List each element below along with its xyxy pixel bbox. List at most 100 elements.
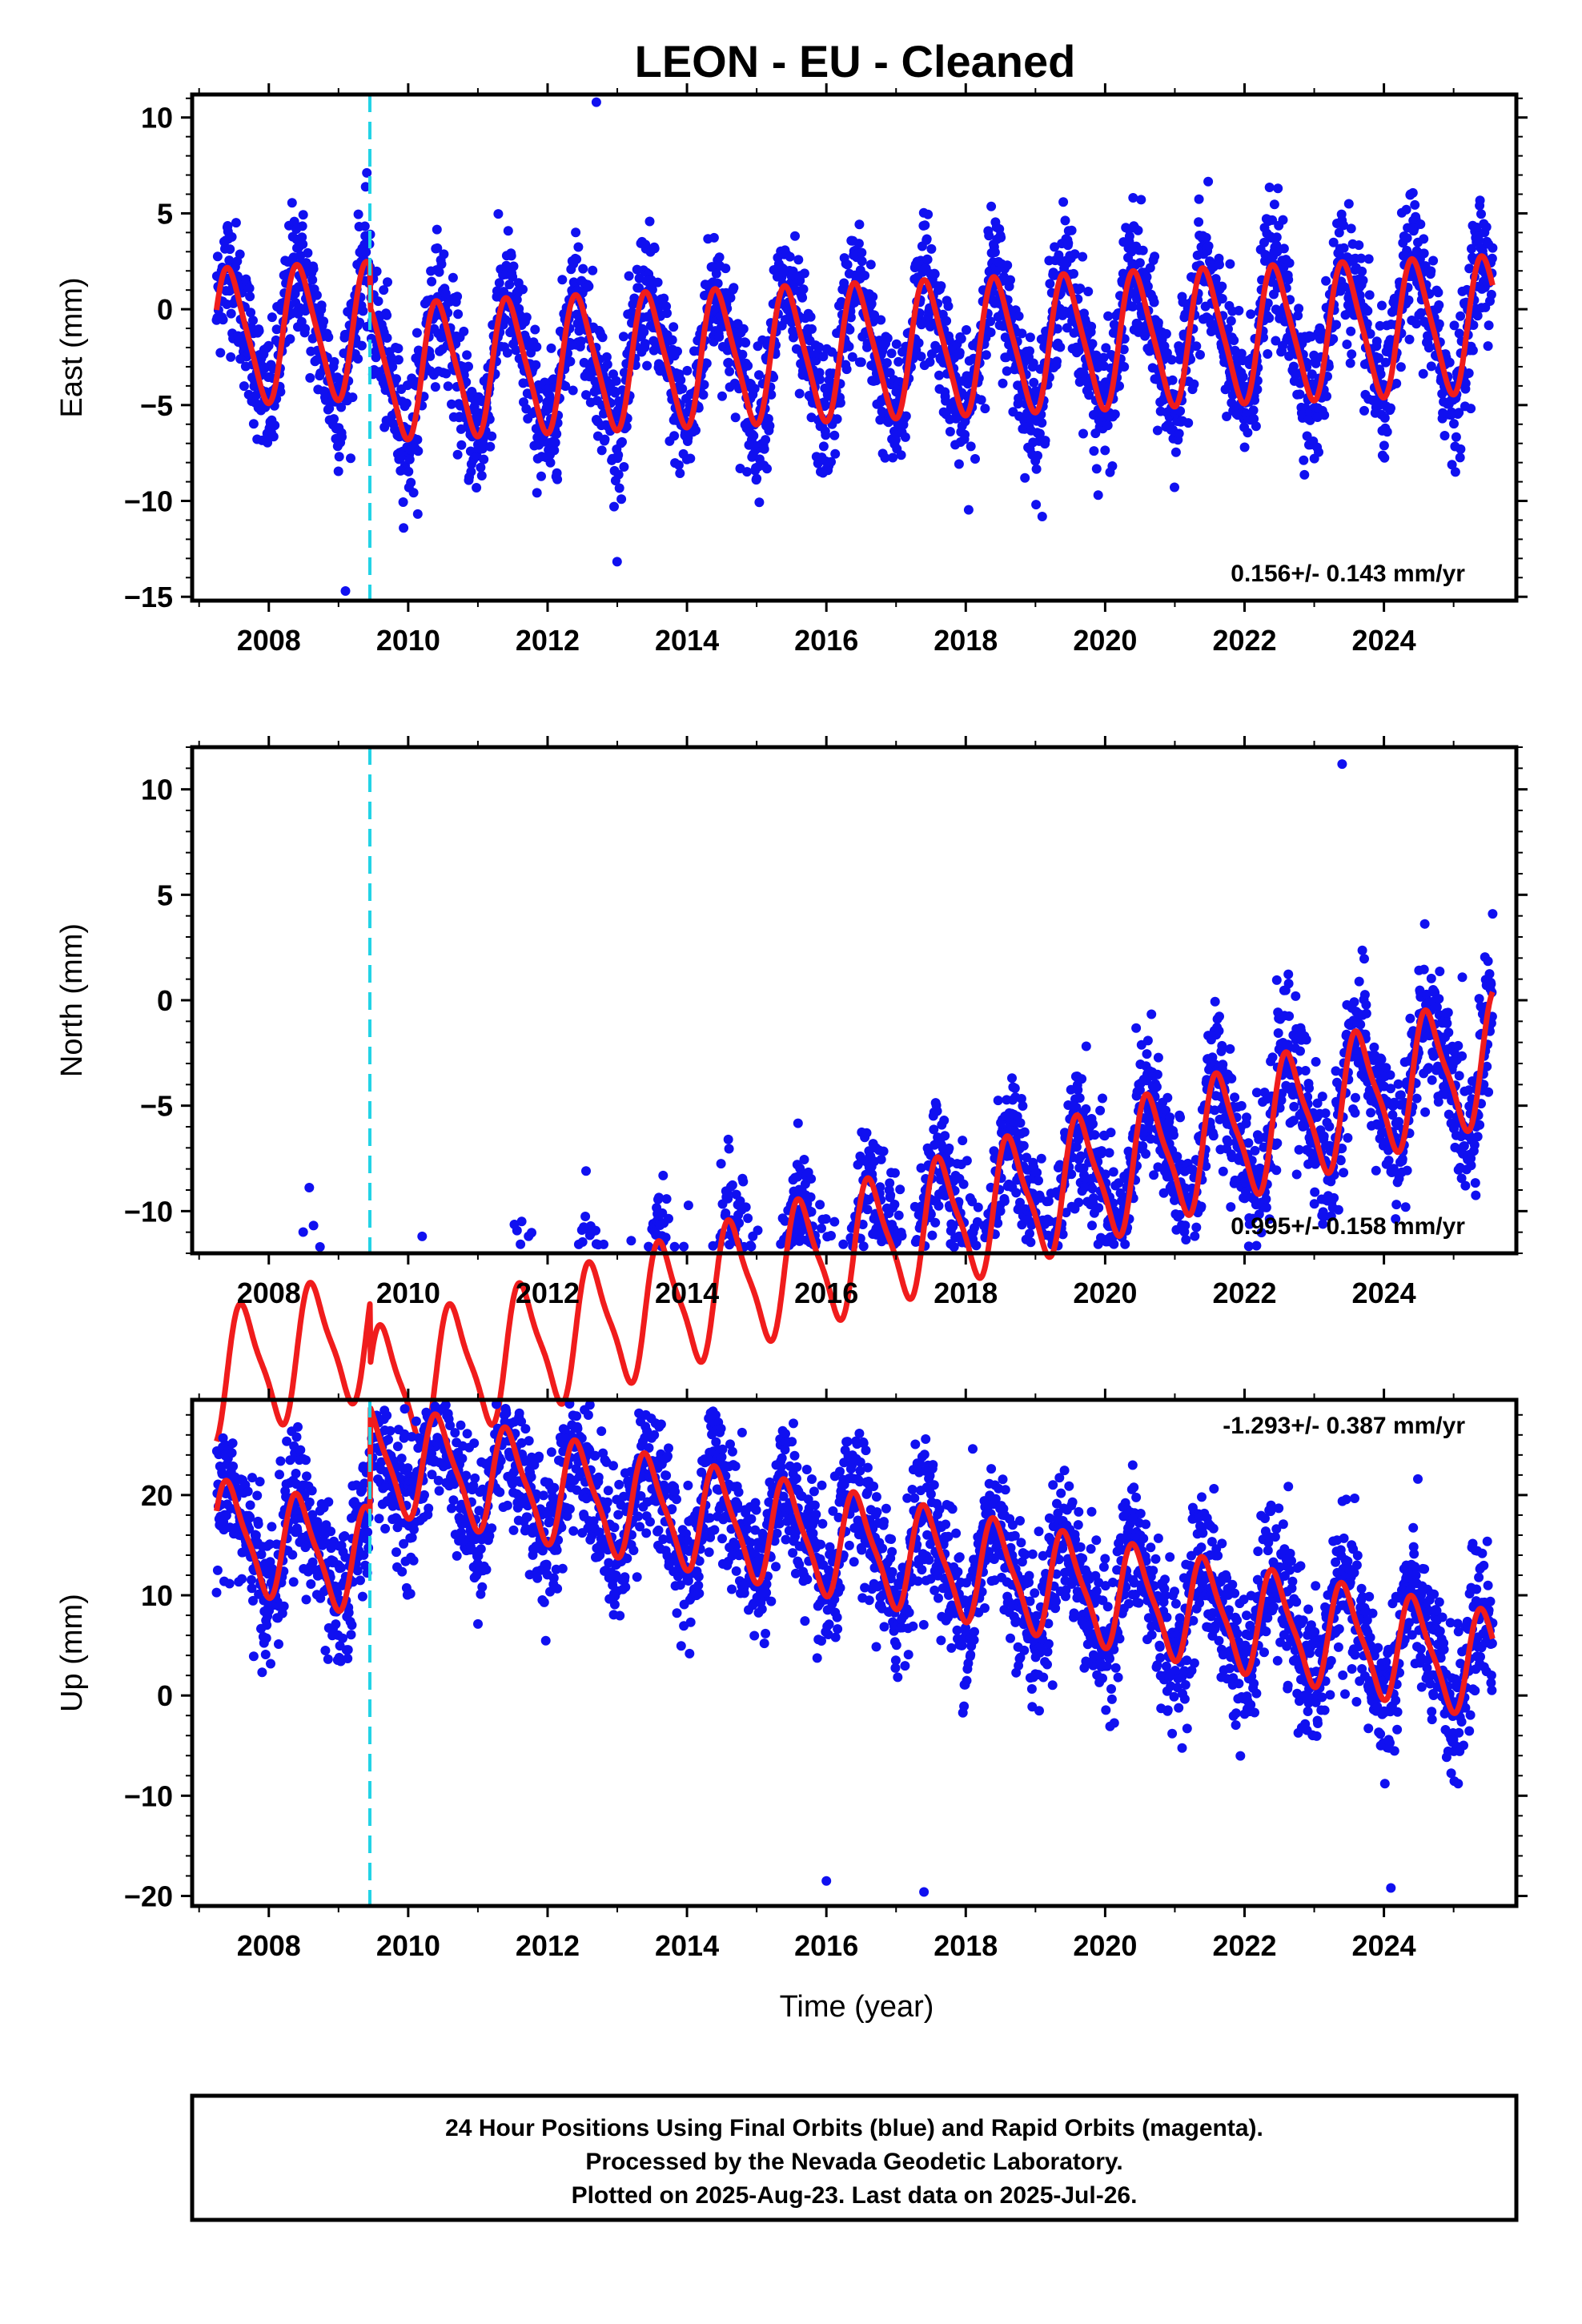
data-point (545, 457, 556, 468)
data-point (1343, 1132, 1353, 1143)
data-point (215, 348, 226, 358)
y-tick-label: 10 (141, 102, 173, 135)
data-point (311, 290, 322, 300)
data-point (893, 356, 904, 367)
data-point (841, 364, 852, 375)
data-point (1128, 193, 1138, 203)
data-point (1091, 464, 1102, 474)
data-point (588, 265, 598, 275)
data-point (1363, 254, 1374, 264)
data-point (882, 333, 893, 344)
data-point (1345, 358, 1355, 368)
data-point (1031, 464, 1042, 474)
data-point (1449, 419, 1459, 429)
data-point (818, 441, 829, 452)
data-point (1349, 997, 1359, 1007)
data-point (673, 346, 682, 356)
data-point (336, 402, 347, 412)
data-point (934, 1200, 944, 1211)
data-point (943, 301, 954, 312)
data-point (1218, 1166, 1228, 1176)
data-point (1405, 1013, 1415, 1023)
data-point (793, 255, 804, 265)
data-point (1335, 1156, 1346, 1166)
data-point (613, 450, 624, 460)
data-point (1272, 1138, 1283, 1148)
data-point (1236, 1100, 1247, 1111)
data-point (1217, 281, 1227, 292)
data-point (427, 276, 437, 287)
data-point (814, 342, 825, 352)
data-point (1052, 356, 1062, 367)
data-point (762, 464, 772, 474)
data-point (512, 1225, 522, 1236)
data-point (1288, 361, 1299, 372)
data-point (723, 1193, 733, 1204)
data-point (634, 283, 644, 293)
data-point (1018, 1140, 1029, 1151)
data-point (865, 259, 876, 270)
data-point (227, 231, 237, 242)
data-point (393, 355, 404, 365)
data-point (1081, 1041, 1091, 1051)
data-point (1165, 1112, 1175, 1123)
data-point (1136, 195, 1146, 205)
data-point (826, 1231, 836, 1240)
data-point (854, 219, 865, 230)
data-point (1189, 379, 1199, 389)
data-point (398, 497, 408, 507)
data-point (298, 239, 308, 249)
data-point (536, 471, 546, 481)
data-point (1033, 451, 1042, 460)
data-point (838, 1239, 849, 1249)
data-point (404, 454, 415, 464)
data-point (565, 356, 576, 367)
data-point (962, 379, 973, 389)
data-point (1162, 1092, 1173, 1103)
data-point (876, 315, 886, 325)
data-point (1329, 1192, 1339, 1203)
data-point (360, 182, 371, 192)
data-point (399, 523, 409, 533)
data-point (1347, 349, 1357, 360)
data-point (1475, 195, 1485, 206)
data-point (1434, 994, 1444, 1004)
data-point (922, 255, 933, 265)
data-point (319, 316, 329, 327)
data-point (1289, 1101, 1299, 1112)
data-point (546, 343, 556, 353)
data-point (1385, 1070, 1395, 1080)
data-point (725, 292, 736, 303)
data-point (1415, 219, 1426, 229)
data-point (724, 357, 734, 368)
data-point (896, 450, 906, 460)
data-point (1106, 1128, 1116, 1138)
data-point (1089, 446, 1099, 456)
outlier-point (1456, 444, 1466, 454)
data-point (1215, 259, 1224, 270)
data-point (835, 398, 845, 408)
data-point (754, 370, 764, 380)
data-point (856, 357, 866, 368)
data-point (597, 332, 608, 343)
data-point (954, 459, 964, 469)
data-point (1090, 1130, 1100, 1140)
data-point (1273, 183, 1283, 194)
data-point (761, 435, 771, 445)
data-point (1369, 1042, 1379, 1052)
data-point (805, 1192, 816, 1202)
data-point (1377, 300, 1387, 311)
data-point (1019, 1127, 1030, 1137)
data-point (1152, 1069, 1162, 1080)
data-point (1167, 375, 1178, 385)
data-point (701, 358, 712, 368)
data-point (1354, 976, 1364, 987)
data-point (329, 414, 339, 424)
data-point (425, 351, 436, 361)
data-point (1261, 1202, 1271, 1212)
data-point (1014, 311, 1024, 321)
data-point (226, 352, 236, 362)
data-point (1468, 345, 1478, 356)
data-point (970, 454, 980, 464)
data-point (1045, 279, 1055, 289)
